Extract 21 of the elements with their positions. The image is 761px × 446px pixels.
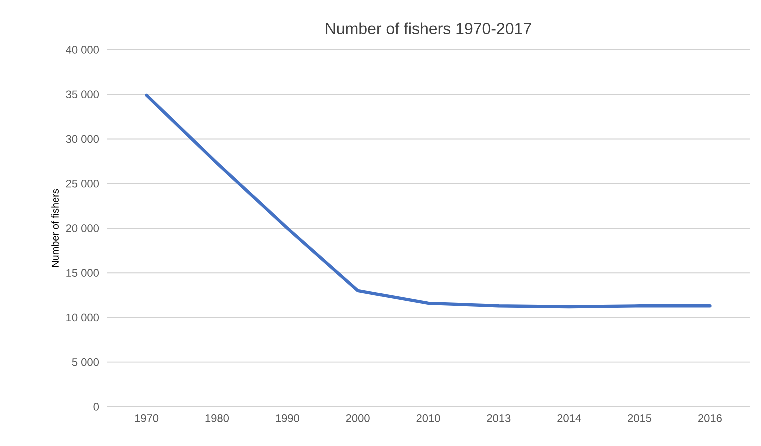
chart-title: Number of fishers 1970-2017 [326, 22, 532, 34]
line-series [145, 94, 712, 309]
x-tick-label: 2010 [416, 414, 440, 422]
x-tick-label: 2015 [628, 414, 652, 422]
y-tick-label: 35 000 [66, 90, 100, 99]
x-tick-label: 2013 [487, 414, 511, 422]
y-tick-label: 0 [94, 403, 100, 411]
x-tick-label: 1980 [206, 414, 230, 422]
y-axis-title: Number of fishers [52, 189, 59, 268]
x-tick-label: 1990 [276, 414, 300, 422]
y-tick-label: 30 000 [66, 135, 100, 144]
y-tick-label: 25 000 [66, 180, 100, 188]
x-tick-label: 2016 [698, 414, 722, 422]
x-tick-label: 2000 [346, 414, 370, 422]
y-tick-label: 10 000 [66, 314, 100, 322]
y-tick-label: 5 000 [72, 358, 100, 366]
y-tick-label: 40 000 [66, 46, 100, 54]
x-tick-label: 1970 [135, 414, 159, 422]
x-tick-label: 2014 [558, 414, 582, 422]
y-tick-label: 20 000 [66, 224, 100, 232]
y-tick-label: 15 000 [66, 269, 100, 278]
